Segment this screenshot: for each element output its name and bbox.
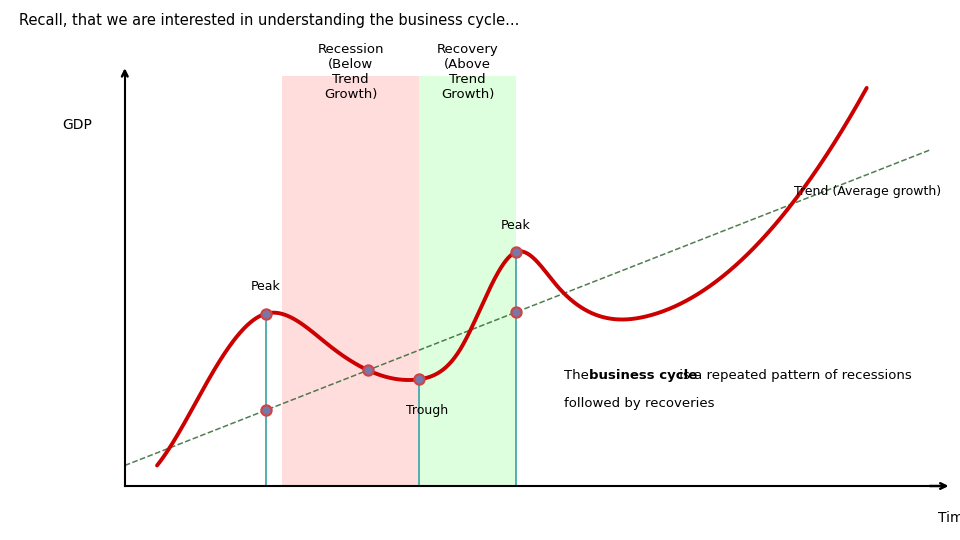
Text: The: The — [564, 369, 593, 382]
Text: Recall, that we are interested in understanding the business cycle...: Recall, that we are interested in unders… — [19, 14, 519, 29]
Text: Recession
(Below
Trend
Growth): Recession (Below Trend Growth) — [318, 43, 384, 101]
Bar — [420, 76, 516, 486]
Point — [360, 366, 375, 375]
Point — [258, 406, 274, 415]
Text: followed by recoveries: followed by recoveries — [564, 397, 715, 410]
Point — [412, 375, 427, 383]
Bar — [282, 76, 420, 486]
Text: Trough: Trough — [406, 404, 448, 417]
Text: Peak: Peak — [252, 280, 280, 293]
Point — [258, 309, 274, 318]
Text: Recovery
(Above
Trend
Growth): Recovery (Above Trend Growth) — [437, 43, 498, 101]
Point — [508, 248, 523, 256]
Point — [508, 308, 523, 316]
Text: business cycle: business cycle — [589, 369, 698, 382]
Text: GDP: GDP — [62, 118, 92, 132]
Text: Trend (Average growth): Trend (Average growth) — [794, 185, 941, 198]
Text: Time: Time — [938, 511, 960, 525]
Text: Peak: Peak — [501, 219, 531, 232]
Text: is a repeated pattern of recessions: is a repeated pattern of recessions — [675, 369, 911, 382]
